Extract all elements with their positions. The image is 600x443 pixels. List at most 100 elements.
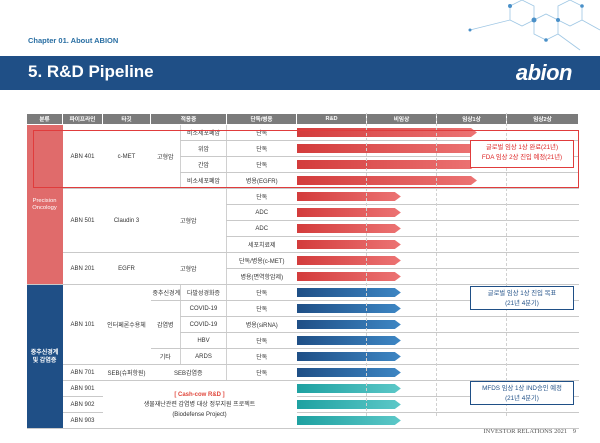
pipeline-cell: ABN 201 <box>62 252 103 285</box>
callout-abn401: 글로벌 임상 1상 완료(21년) FDA 임상 2상 진입 예정(21년) <box>470 140 574 168</box>
progress-bar <box>297 288 401 297</box>
combo-cell: 단독/병용(c-MET) <box>226 252 297 269</box>
pipeline-cell: ABN 101 <box>62 284 103 365</box>
category-oncology: Precision Oncology <box>26 124 63 285</box>
progress-cell <box>296 188 579 205</box>
cashcow-cell: [ Cash-cow R&D ] 생물재난관련 감염병 대상 정부지원 프로젝트… <box>102 380 297 429</box>
callout-line: (21년 4분기) <box>505 300 539 307</box>
table-row: 세포치료제 <box>27 236 579 253</box>
indication-cell: 비소세포폐암 <box>179 172 227 189</box>
pipeline-cell: ABN 701 <box>62 364 103 381</box>
table-row: ABN 701 SEB(슈퍼항원) SEB감염증 단독 <box>27 364 579 381</box>
progress-cell <box>296 268 579 285</box>
chapter-label: Chapter 01. About ABION <box>28 36 119 45</box>
combo-cell: 단독 <box>226 364 297 381</box>
callout-abn101: 글로벌 임상 1상 진입 목표 (21년 4분기) <box>470 286 574 310</box>
combo-cell: 단독 <box>226 140 297 157</box>
table-header-row: 분류 파이프라인 타깃 적응증 단독/병용 R&D 비임상 임상1상 임상2상 <box>26 113 580 125</box>
progress-bar <box>297 416 401 425</box>
progress-bar <box>297 368 401 377</box>
table-row: 비소세포폐암 병용(EGFR) <box>27 172 579 189</box>
col-header: R&D <box>296 113 368 125</box>
combo-cell: ADC <box>226 204 297 221</box>
pipeline-table: 분류 파이프라인 타깃 적응증 단독/병용 R&D 비임상 임상1상 임상2상 … <box>26 113 580 429</box>
col-header: 단독/병용 <box>226 113 298 125</box>
col-header: 파이프라인 <box>62 113 103 125</box>
indication-group: 감염병 <box>150 300 181 349</box>
progress-cell <box>296 204 579 221</box>
progress-cell <box>296 252 579 269</box>
progress-bar <box>297 320 401 329</box>
indication-group: 고형암 <box>150 252 227 285</box>
combo-cell: 병용(EGFR) <box>226 172 297 189</box>
progress-bar <box>297 176 477 185</box>
callout-line: MFDS 임상 1상 IND승인 예정 <box>482 385 562 392</box>
indication-group: 기타 <box>150 348 181 365</box>
table-row: ABN 201 EGFR 고형암 단독/병용(c-MET) <box>27 252 579 285</box>
col-header: 타깃 <box>102 113 151 125</box>
progress-bar <box>297 336 401 345</box>
col-header: 임상1상 <box>436 113 508 125</box>
progress-cell <box>296 316 579 333</box>
col-header: 임상2상 <box>506 113 580 125</box>
target-cell: 인터페론수용체 <box>102 284 151 365</box>
progress-bar <box>297 400 401 409</box>
page-title: 5. R&D Pipeline <box>28 62 154 81</box>
target-cell: SEB(슈퍼항원) <box>102 364 151 381</box>
progress-cell <box>296 412 579 429</box>
table-row: 중추신경계 및 감염증 ABN 101 인터페론수용체 중추신경계 다발성경화증… <box>26 284 579 429</box>
callout-line: 글로벌 임상 1상 완료(21년) <box>485 144 559 151</box>
abn401-highlight-box <box>33 130 579 188</box>
callout-line: FDA 임상 2상 진입 예정(21년) <box>481 154 563 161</box>
indication-cell: COVID-19 <box>179 316 227 333</box>
col-header: 비임상 <box>366 113 438 125</box>
progress-cell <box>296 236 579 253</box>
table-row: Precision Oncology ABN 401 c-MET 고형암 비소세… <box>26 124 579 285</box>
indication-group: SEB감염증 <box>150 364 227 381</box>
col-header: 분류 <box>26 113 63 125</box>
table-row: HBV 단독 <box>27 332 579 349</box>
progress-cell <box>296 364 579 381</box>
cashcow-line2: (Biodefense Project) <box>172 411 227 418</box>
indication-cell: ARDS <box>179 348 227 365</box>
cashcow-title: [ Cash-cow R&D ] <box>174 391 225 398</box>
page-number: 9 <box>572 428 576 435</box>
progress-cell <box>296 348 579 365</box>
footer-label: INVESTOR RELATIONS 2021 <box>483 428 568 435</box>
progress-bar <box>297 256 401 265</box>
progress-bar <box>297 240 401 249</box>
indication-cell: HBV <box>179 332 227 349</box>
title-bar: 5. R&D Pipeline abion <box>0 56 600 90</box>
combo-cell: 단독 <box>226 284 297 301</box>
combo-cell: 단독 <box>226 300 297 317</box>
combo-cell: 단독 <box>226 188 297 205</box>
pipeline-cell: ABN 903 <box>62 412 103 429</box>
progress-bar <box>297 304 401 313</box>
indication-cell: 위암 <box>179 140 227 157</box>
abion-logo: abion <box>515 60 573 85</box>
table-row: ABN 501 Claudin 3 고형암 단독 <box>27 188 579 253</box>
target-cell: Claudin 3 <box>102 188 151 253</box>
table-row: ADC <box>27 220 579 237</box>
combo-cell: 단독 <box>226 332 297 349</box>
pipeline-cell: ABN 901 <box>62 380 103 397</box>
indication-group: 중추신경계 <box>150 284 181 301</box>
combo-cell: 단독 <box>226 124 297 141</box>
combo-cell: 병용(siRNA) <box>226 316 297 333</box>
callout-line: (21년 4분기) <box>505 395 539 402</box>
category-infection: 중추신경계 및 감염증 <box>26 284 63 429</box>
progress-bar <box>297 224 401 233</box>
pipeline-cell: ABN 501 <box>62 188 103 253</box>
progress-cell <box>296 124 579 141</box>
progress-bar <box>297 352 401 361</box>
hexagon-decoration <box>468 0 600 51</box>
table-row: ABN 903 <box>27 412 579 429</box>
table-row: 기타 ARDS 단독 <box>27 348 579 365</box>
indication-group: 고형암 <box>150 188 227 253</box>
indication-cell: 다발성경화증 <box>179 284 227 301</box>
indication-group: 고형암 <box>150 124 181 189</box>
pipeline-cell: ABN 401 <box>62 124 103 189</box>
progress-bar <box>297 144 477 153</box>
cashcow-line1: 생물재난관련 감염병 대상 정부지원 프로젝트 <box>143 401 256 408</box>
table-row: 병용(면역항암제) <box>27 268 579 285</box>
